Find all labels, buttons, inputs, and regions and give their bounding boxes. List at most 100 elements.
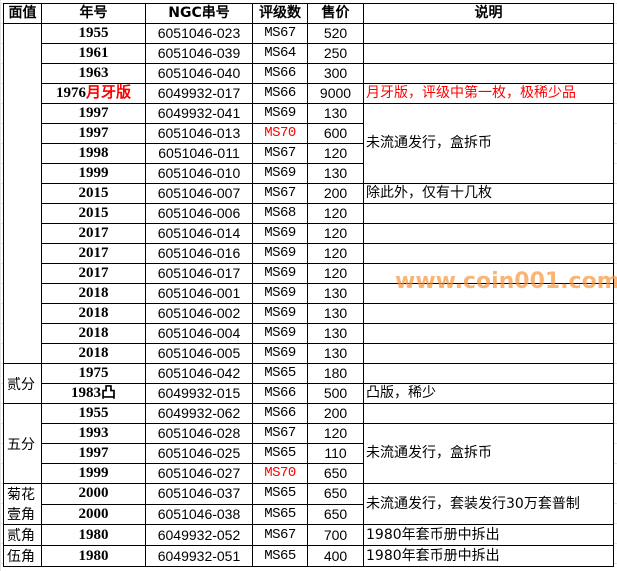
table-row: 1997 6049932-041 MS69 130 未流通发行，盒拆币 bbox=[4, 103, 614, 184]
grade-cell: MS69 bbox=[252, 323, 308, 344]
price-cell: 250 bbox=[307, 43, 364, 64]
face-value-cell: 五分 bbox=[3, 403, 42, 484]
year-cell: 2017 bbox=[41, 263, 146, 284]
price-cell: 120 bbox=[307, 243, 364, 264]
year-cell: 2017 bbox=[41, 243, 146, 264]
price-cell: 110 bbox=[307, 443, 364, 464]
ngc-serial-cell: 6051046-007 bbox=[145, 183, 253, 204]
face-value-cell: 伍角 bbox=[3, 545, 42, 567]
note-cell: 除此外，仅有十几枚 bbox=[363, 183, 614, 204]
year-cell: 2018 bbox=[41, 283, 146, 304]
face-value-cell: 贰分 bbox=[3, 363, 42, 404]
note-cell bbox=[363, 403, 614, 424]
ngc-serial-cell: 6051046-038 bbox=[145, 503, 253, 525]
grade-cell: MS67 bbox=[252, 23, 308, 44]
note-cell bbox=[363, 263, 614, 284]
ngc-serial-cell: 6051046-010 bbox=[145, 163, 253, 184]
ngc-serial-cell: 6051046-006 bbox=[145, 203, 253, 224]
price-cell: 130 bbox=[307, 283, 364, 304]
grade-cell: MS67 bbox=[252, 524, 308, 546]
year-text: 1975 bbox=[78, 365, 109, 381]
ngc-serial-cell: 6051046-025 bbox=[145, 443, 253, 464]
grade-cell: MS69 bbox=[252, 283, 308, 304]
year-text: 1955 bbox=[78, 405, 109, 421]
table-row: 1961 6051046-039 MS64 250 bbox=[4, 43, 614, 64]
price-cell: 180 bbox=[307, 363, 364, 384]
grade-cell: MS64 bbox=[252, 43, 308, 64]
year-text: 2018 bbox=[78, 305, 109, 321]
price-cell: 130 bbox=[307, 303, 364, 324]
note-cell: 凸版，稀少 bbox=[363, 383, 614, 404]
grade-cell: MS69 bbox=[252, 343, 308, 364]
note-cell bbox=[363, 343, 614, 364]
table-row: 2000 6051046-038 MS65 650 bbox=[4, 503, 614, 525]
ngc-serial-cell: 6051046-001 bbox=[145, 283, 253, 304]
grade-cell: MS66 bbox=[252, 63, 308, 84]
table-row: 1999 6051046-010 MS69 130 bbox=[4, 163, 614, 184]
year-text: 1997 bbox=[78, 105, 109, 121]
table-row: 1993 6051046-028 MS67 120 未流通发行，盒拆币 bbox=[4, 423, 614, 484]
grade-cell: MS69 bbox=[252, 103, 308, 124]
note-cell: 1980年套币册中拆出 bbox=[363, 524, 614, 546]
note-cell bbox=[363, 323, 614, 344]
year-text: 2015 bbox=[78, 205, 109, 221]
note-cell bbox=[363, 223, 614, 244]
note-cell bbox=[363, 363, 614, 384]
note-cell: 1980年套币册中拆出 bbox=[363, 545, 614, 567]
year-text: 1980 bbox=[78, 526, 109, 543]
ngc-serial-cell: 6051046-004 bbox=[145, 323, 253, 344]
year-text: 2015 bbox=[78, 185, 109, 201]
note-cell: 月牙版，评级中第一枚，极稀少品 bbox=[363, 83, 614, 104]
ngc-serial-cell: 6051046-040 bbox=[145, 63, 253, 84]
header-year: 年号 bbox=[41, 3, 146, 24]
year-text: 1998 bbox=[78, 145, 109, 161]
year-cell: 1955 bbox=[41, 403, 146, 424]
year-text: 2017 bbox=[78, 225, 109, 241]
note-cell: 未流通发行，盒拆币 bbox=[363, 423, 614, 484]
year-cell: 1955 bbox=[41, 23, 146, 44]
grade-cell: MS70 bbox=[252, 463, 308, 484]
year-cell: 1999 bbox=[41, 463, 146, 484]
year-cell: 1976月牙版 bbox=[41, 83, 146, 104]
year-text: 2000 bbox=[78, 485, 109, 502]
year-text: 1999 bbox=[78, 465, 109, 481]
year-text: 2000 bbox=[78, 505, 109, 522]
year-text: 1961 bbox=[78, 45, 109, 61]
grade-cell: MS66 bbox=[252, 83, 308, 104]
year-text: 2017 bbox=[78, 265, 109, 281]
ngc-serial-cell: 6049932-015 bbox=[145, 383, 253, 404]
ngc-serial-cell: 6051046-023 bbox=[145, 23, 253, 44]
header-ngc-serial: NGC串号 bbox=[145, 3, 253, 24]
year-cell: 1998 bbox=[41, 143, 146, 164]
price-cell: 120 bbox=[307, 223, 364, 244]
year-variant: 月牙版 bbox=[85, 85, 131, 101]
year-text: 1999 bbox=[78, 165, 109, 181]
header-row: 面值 年号 NGC串号 评级数 售价 说明 bbox=[3, 3, 614, 24]
ngc-serial-cell: 6049932-041 bbox=[145, 103, 253, 124]
grade-cell: MS69 bbox=[252, 303, 308, 324]
grade-cell: MS67 bbox=[252, 183, 308, 204]
price-cell: 400 bbox=[307, 545, 364, 567]
ngc-serial-cell: 6051046-011 bbox=[145, 143, 253, 164]
year-text: 2017 bbox=[78, 245, 109, 261]
grade-cell: MS68 bbox=[252, 203, 308, 224]
note-cell bbox=[363, 283, 614, 304]
price-cell: 700 bbox=[307, 524, 364, 546]
table-row: 2018 6051046-004 MS69 130 bbox=[4, 323, 614, 344]
table-row: 2015 6051046-007 MS67 200 除此外，仅有十几枚 bbox=[4, 183, 614, 204]
coin-price-table: 面值 年号 NGC串号 评级数 售价 说明 1955 6051046-023 MS6… bbox=[3, 3, 614, 567]
table-row: 伍角 1980 6049932-051 MS65 400 1980年套币册中拆出 bbox=[3, 545, 614, 567]
ngc-serial-cell: 6051046-039 bbox=[145, 43, 253, 64]
year-cell: 1975 bbox=[41, 363, 146, 384]
note-cell: 未流通发行，盒拆币 bbox=[363, 103, 614, 184]
year-cell: 2000 bbox=[41, 483, 146, 505]
grade-cell: MS65 bbox=[252, 363, 308, 384]
face-value-cell: 菊花壹角 bbox=[3, 483, 42, 525]
header-grade: 评级数 bbox=[252, 3, 308, 24]
grade-cell: MS66 bbox=[252, 383, 308, 404]
grade-cell: MS65 bbox=[252, 503, 308, 525]
year-cell: 1980 bbox=[41, 545, 146, 567]
price-cell: 130 bbox=[307, 343, 364, 364]
grade-cell: MS69 bbox=[252, 223, 308, 244]
price-cell: 500 bbox=[307, 383, 364, 404]
